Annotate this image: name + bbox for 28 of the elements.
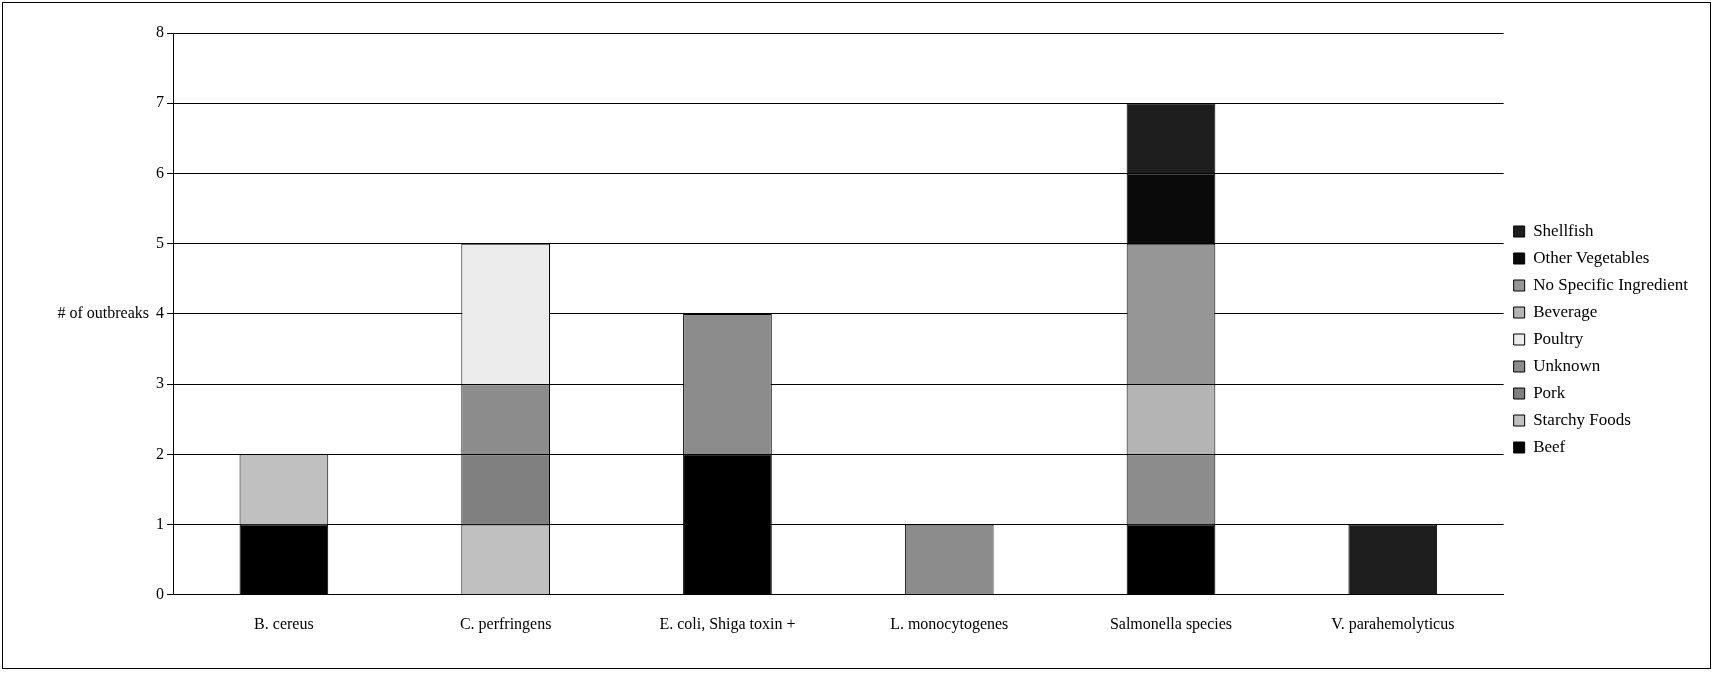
y-tick-label: 7 [156,93,164,111]
legend-label: Pork [1533,382,1566,402]
legend-label: Shellfish [1533,220,1595,240]
y-tick-label: 3 [156,374,164,392]
y-tick-label: 8 [156,23,164,41]
x-tick-label: Salmonella species [1109,614,1233,633]
y-tick-label: 4 [156,304,164,322]
bar [1126,524,1216,595]
legend-label: Poultry [1533,328,1584,348]
legend-label: Other Vegetables [1533,247,1650,267]
x-tick-label: C. perfringens [459,614,552,633]
x-tick-label: E. coli, Shiga toxin + [659,614,796,633]
y-tick-label: 2 [156,444,164,462]
y-axis-title: # of outbreaks [57,304,149,322]
x-tick-label: V. parahemolyticus [1331,614,1455,633]
y-tick-label: 1 [156,514,164,532]
y-tick-label: 0 [156,585,164,602]
y-tick-label: 5 [156,233,164,251]
bar [239,524,329,595]
y-tick-label: 6 [156,163,164,181]
legend-label: Beef [1533,436,1566,456]
x-tick-label: B. cereus [254,614,314,632]
legend-label: Starchy Foods [1533,409,1631,429]
bar [683,454,772,595]
legend-label: Beverage [1533,301,1598,321]
legend-label: No Specific Ingredient [1533,274,1689,294]
legend-label: Unknown [1533,355,1601,375]
x-tick-label: L. monocytogenes [890,614,1009,633]
